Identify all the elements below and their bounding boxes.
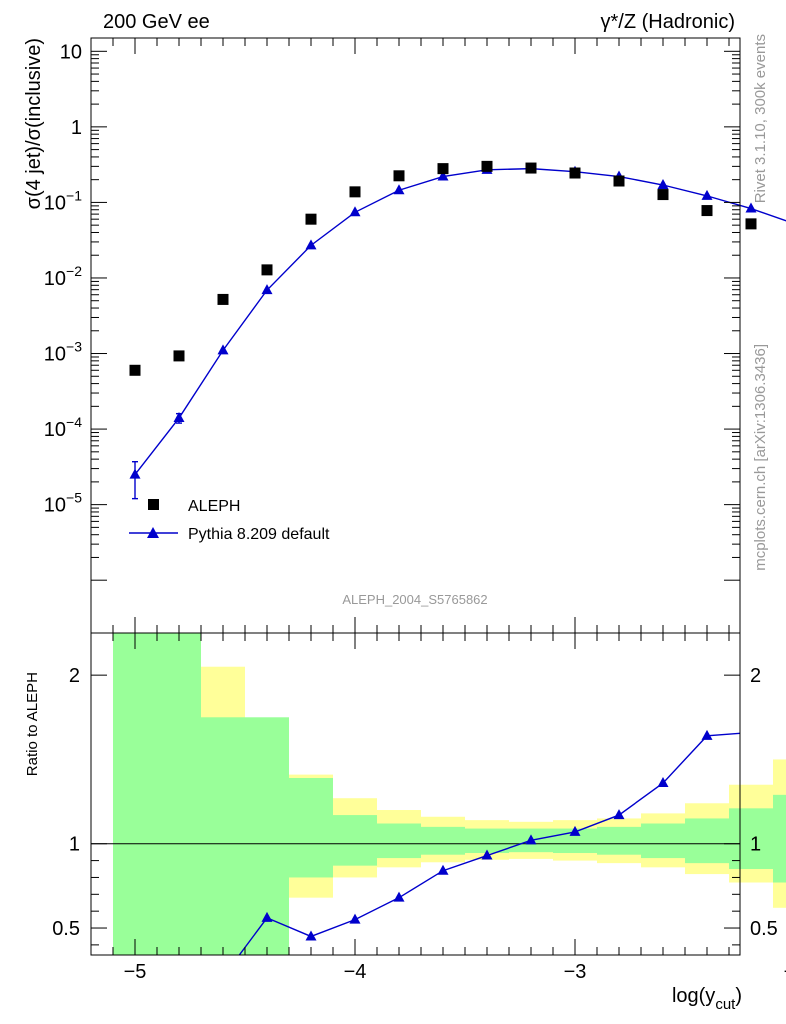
aleph-point [481, 160, 493, 172]
legend: ALEPH Pythia 8.209 default [129, 498, 330, 543]
ratio-pythia-point [569, 825, 581, 836]
aleph-point [525, 162, 537, 174]
ratio-y-axis-label: Ratio to ALEPH [24, 672, 41, 776]
ratio-pythia-point [613, 809, 625, 820]
pythia-point [261, 284, 273, 295]
ratio-pythia-point [261, 911, 273, 922]
main-y-tick-label: 10−3 [44, 339, 82, 366]
x-axis-label: log(ycut) [672, 985, 742, 1013]
aleph-point [217, 293, 229, 305]
legend-pythia-marker [147, 527, 159, 538]
rivet-label: Rivet 3.1.10, 300k events [752, 34, 769, 203]
ratio-green-band [113, 633, 157, 955]
ratio-plot-panel: −5 −4 −3 −2 0.5 0.5 1 1 2 2 [52, 632, 786, 1009]
main-y-tick-label: 10−5 [44, 490, 82, 517]
pythia-line [134, 167, 786, 475]
main-y-axis-label: σ(4 jet)/σ(inclusive) [23, 38, 45, 209]
pythia-point [393, 184, 405, 195]
legend-pythia-label: Pythia 8.209 default [188, 526, 330, 543]
ratio-green-band [465, 828, 509, 854]
ratio-pythia-point [437, 864, 449, 875]
x-tick-label: −3 [564, 961, 587, 983]
ratio-y-tick-label: 0.5 [52, 918, 80, 940]
main-y-tick-label: 10 [60, 41, 82, 63]
ratio-green-band [773, 794, 786, 883]
ratio-pythia-point [481, 849, 493, 860]
ratio-pythia-point [393, 891, 405, 902]
ratio-green-band [421, 826, 465, 855]
energy-label: 200 GeV ee [103, 11, 210, 33]
ratio-pythia-point [746, 726, 757, 736]
aleph-point [437, 163, 449, 175]
main-y-tick-label: 10−2 [44, 263, 82, 290]
mcplots-label: mcplots.cern.ch [arXiv:1306.3436] [752, 344, 769, 571]
aleph-point [569, 167, 581, 179]
legend-aleph-marker [148, 499, 159, 510]
legend-aleph-label: ALEPH [188, 498, 240, 515]
ratio-pythia-point [525, 834, 537, 845]
ratio-pythia-point [657, 777, 669, 788]
pythia-point [437, 170, 449, 181]
pythia-point [701, 189, 713, 200]
ratio-y-tick-label-right: 1 [750, 834, 761, 856]
pythia-point [173, 412, 185, 423]
ratio-y-tick-label: 2 [69, 665, 80, 687]
ratio-y-tick-label-right: 0.5 [750, 918, 778, 940]
aleph-point [657, 189, 669, 201]
aleph-point [261, 264, 273, 276]
x-tick-label: −4 [344, 961, 367, 983]
aleph-point [745, 218, 757, 230]
main-y-tick-label: 1 [71, 117, 82, 139]
process-label: γ*/Z (Hadronic) [601, 11, 735, 33]
pythia-point [217, 344, 229, 355]
pythia-point [657, 179, 669, 190]
ratio-uncertainty-bands [113, 633, 786, 955]
aleph-point [173, 350, 185, 362]
pythia-point [129, 468, 141, 479]
ratio-green-band [289, 777, 333, 878]
pythia-point [745, 202, 757, 213]
ratio-pythia-point [174, 981, 185, 991]
main-plot-marks [129, 160, 786, 500]
aleph-point [305, 213, 317, 225]
ratio-green-band [641, 823, 685, 859]
pythia-point [305, 239, 317, 250]
ratio-plot-marks [130, 726, 757, 1009]
ratio-pythia-point [701, 729, 713, 740]
ratio-series-group [130, 726, 757, 1009]
main-plot-panel: 10−5 10−4 10−3 10−2 10−1 1 10 [44, 37, 786, 634]
aleph-point [129, 364, 141, 376]
ratio-green-band [157, 633, 201, 955]
ratio-green-band [201, 717, 245, 955]
ratio-green-band [333, 815, 377, 866]
ratio-green-band [377, 823, 421, 859]
ratio-y-tick-label: 1 [69, 834, 80, 856]
aleph-point [349, 186, 361, 198]
pythia-point [349, 206, 361, 217]
ratio-green-band [597, 826, 641, 855]
x-tick-label: −5 [124, 961, 147, 983]
ratio-plot-frame [90, 632, 741, 956]
analysis-id: ALEPH_2004_S5765862 [342, 592, 487, 607]
x-tick-label: −2 [784, 961, 786, 983]
ratio-pythia-point [349, 913, 361, 924]
ratio-pythia-point [305, 930, 317, 941]
main-y-tick-label: 10−4 [44, 414, 82, 441]
ratio-pythia-point [130, 999, 141, 1009]
main-plot-axes: 10−5 10−4 10−3 10−2 10−1 1 10 [44, 38, 740, 633]
aleph-point [393, 170, 405, 182]
ratio-pythia-point [218, 971, 229, 981]
main-y-tick-label: 10−1 [44, 187, 82, 214]
ratio-green-band [685, 818, 729, 864]
aleph-point [613, 175, 625, 187]
main-plot-frame [90, 37, 741, 634]
ratio-y-tick-label-right: 2 [750, 665, 761, 687]
ratio-green-band [729, 808, 773, 870]
aleph-point [701, 205, 713, 217]
